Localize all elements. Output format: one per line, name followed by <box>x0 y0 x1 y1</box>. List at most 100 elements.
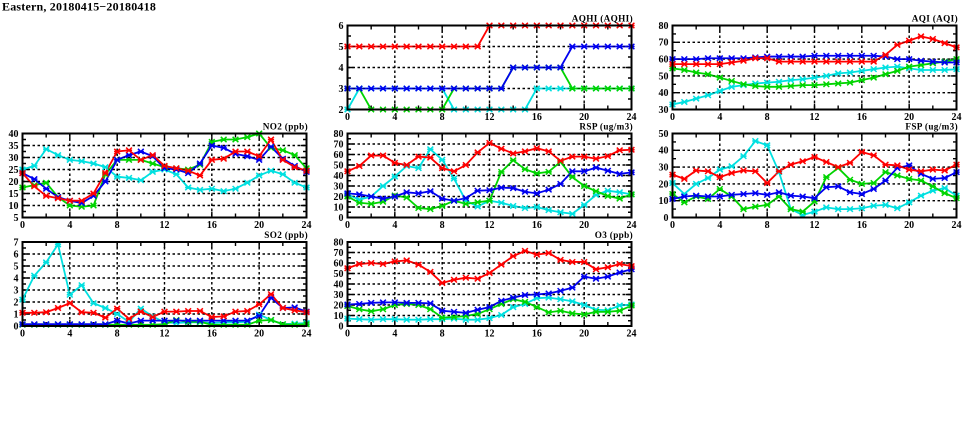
svg-text:8: 8 <box>440 329 445 340</box>
svg-text:20: 20 <box>334 300 344 311</box>
svg-text:4: 4 <box>339 63 344 74</box>
svg-text:10: 10 <box>334 202 344 213</box>
svg-text:0: 0 <box>345 112 350 123</box>
svg-text:8: 8 <box>440 112 445 123</box>
svg-text:30: 30 <box>334 181 344 192</box>
svg-text:80: 80 <box>659 21 669 32</box>
svg-text:2: 2 <box>339 105 344 116</box>
svg-text:3: 3 <box>14 285 19 296</box>
svg-text:50: 50 <box>334 269 344 280</box>
svg-text:80: 80 <box>334 129 344 140</box>
svg-text:0: 0 <box>345 220 350 231</box>
svg-text:40: 40 <box>334 279 344 290</box>
svg-text:0: 0 <box>14 321 19 332</box>
svg-text:15: 15 <box>9 189 19 200</box>
svg-text:16: 16 <box>532 329 542 340</box>
svg-text:12: 12 <box>485 112 495 123</box>
svg-text:5: 5 <box>339 42 344 53</box>
svg-text:4: 4 <box>717 220 722 231</box>
svg-text:0: 0 <box>670 112 675 123</box>
svg-text:30: 30 <box>9 153 19 164</box>
svg-text:6: 6 <box>339 21 344 32</box>
svg-text:8: 8 <box>115 220 120 231</box>
svg-text:20: 20 <box>9 177 19 188</box>
svg-text:4: 4 <box>392 220 397 231</box>
svg-text:5: 5 <box>14 213 19 224</box>
svg-text:35: 35 <box>9 141 19 152</box>
svg-text:30: 30 <box>334 290 344 301</box>
svg-text:24: 24 <box>952 220 962 231</box>
svg-text:6: 6 <box>14 249 19 260</box>
svg-text:3: 3 <box>339 84 344 95</box>
svg-text:RSP (ug/m3): RSP (ug/m3) <box>579 122 633 132</box>
svg-text:0: 0 <box>20 220 25 231</box>
svg-text:70: 70 <box>659 38 669 49</box>
svg-text:70: 70 <box>334 248 344 259</box>
svg-text:0: 0 <box>20 329 25 340</box>
svg-text:4: 4 <box>67 329 72 340</box>
svg-text:10: 10 <box>659 196 669 207</box>
svg-text:24: 24 <box>302 329 312 340</box>
svg-text:SO2 (ppb): SO2 (ppb) <box>264 230 308 240</box>
svg-text:30: 30 <box>659 105 669 116</box>
svg-text:20: 20 <box>334 192 344 203</box>
svg-text:7: 7 <box>14 237 19 248</box>
svg-text:25: 25 <box>9 165 19 176</box>
svg-text:20: 20 <box>659 179 669 190</box>
svg-text:20: 20 <box>254 220 264 231</box>
svg-text:50: 50 <box>334 160 344 171</box>
svg-text:60: 60 <box>334 150 344 161</box>
svg-text:10: 10 <box>9 201 19 212</box>
svg-text:12: 12 <box>485 329 495 340</box>
svg-text:0: 0 <box>664 213 669 224</box>
svg-text:12: 12 <box>810 220 820 231</box>
svg-text:16: 16 <box>857 220 867 231</box>
svg-text:40: 40 <box>659 146 669 157</box>
svg-text:24: 24 <box>302 220 312 231</box>
svg-text:50: 50 <box>659 129 669 140</box>
svg-text:0: 0 <box>345 329 350 340</box>
svg-text:1: 1 <box>14 309 19 320</box>
svg-text:FSP (ug/m3): FSP (ug/m3) <box>905 122 958 132</box>
svg-text:0: 0 <box>339 321 344 332</box>
svg-text:24: 24 <box>627 329 637 340</box>
svg-text:8: 8 <box>765 220 770 231</box>
svg-text:40: 40 <box>659 88 669 99</box>
svg-text:O3 (ppb): O3 (ppb) <box>595 230 633 240</box>
svg-text:20: 20 <box>579 220 589 231</box>
svg-text:20: 20 <box>904 112 914 123</box>
svg-text:0: 0 <box>339 213 344 224</box>
svg-text:4: 4 <box>392 329 397 340</box>
svg-text:16: 16 <box>532 112 542 123</box>
svg-text:60: 60 <box>334 258 344 269</box>
svg-text:12: 12 <box>810 112 820 123</box>
svg-text:12: 12 <box>160 329 170 340</box>
svg-text:4: 4 <box>392 112 397 123</box>
svg-text:10: 10 <box>334 311 344 322</box>
svg-text:16: 16 <box>207 220 217 231</box>
svg-text:AQHI (AQHI): AQHI (AQHI) <box>572 14 633 24</box>
svg-text:5: 5 <box>14 261 19 272</box>
svg-text:AQI (AQI): AQI (AQI) <box>912 14 958 24</box>
svg-text:4: 4 <box>67 220 72 231</box>
svg-text:8: 8 <box>115 329 120 340</box>
svg-text:70: 70 <box>334 139 344 150</box>
svg-text:80: 80 <box>334 237 344 248</box>
svg-text:16: 16 <box>207 329 217 340</box>
svg-text:30: 30 <box>659 163 669 174</box>
svg-text:12: 12 <box>485 220 495 231</box>
svg-text:12: 12 <box>160 220 170 231</box>
svg-text:60: 60 <box>659 55 669 66</box>
svg-text:0: 0 <box>670 220 675 231</box>
svg-text:16: 16 <box>857 112 867 123</box>
svg-text:2: 2 <box>14 297 19 308</box>
svg-text:20: 20 <box>579 329 589 340</box>
svg-text:4: 4 <box>14 273 19 284</box>
svg-text:16: 16 <box>532 220 542 231</box>
svg-text:8: 8 <box>440 220 445 231</box>
svg-text:8: 8 <box>765 112 770 123</box>
svg-text:40: 40 <box>9 129 19 140</box>
svg-text:24: 24 <box>627 220 637 231</box>
svg-text:24: 24 <box>952 112 962 123</box>
svg-text:20: 20 <box>579 112 589 123</box>
